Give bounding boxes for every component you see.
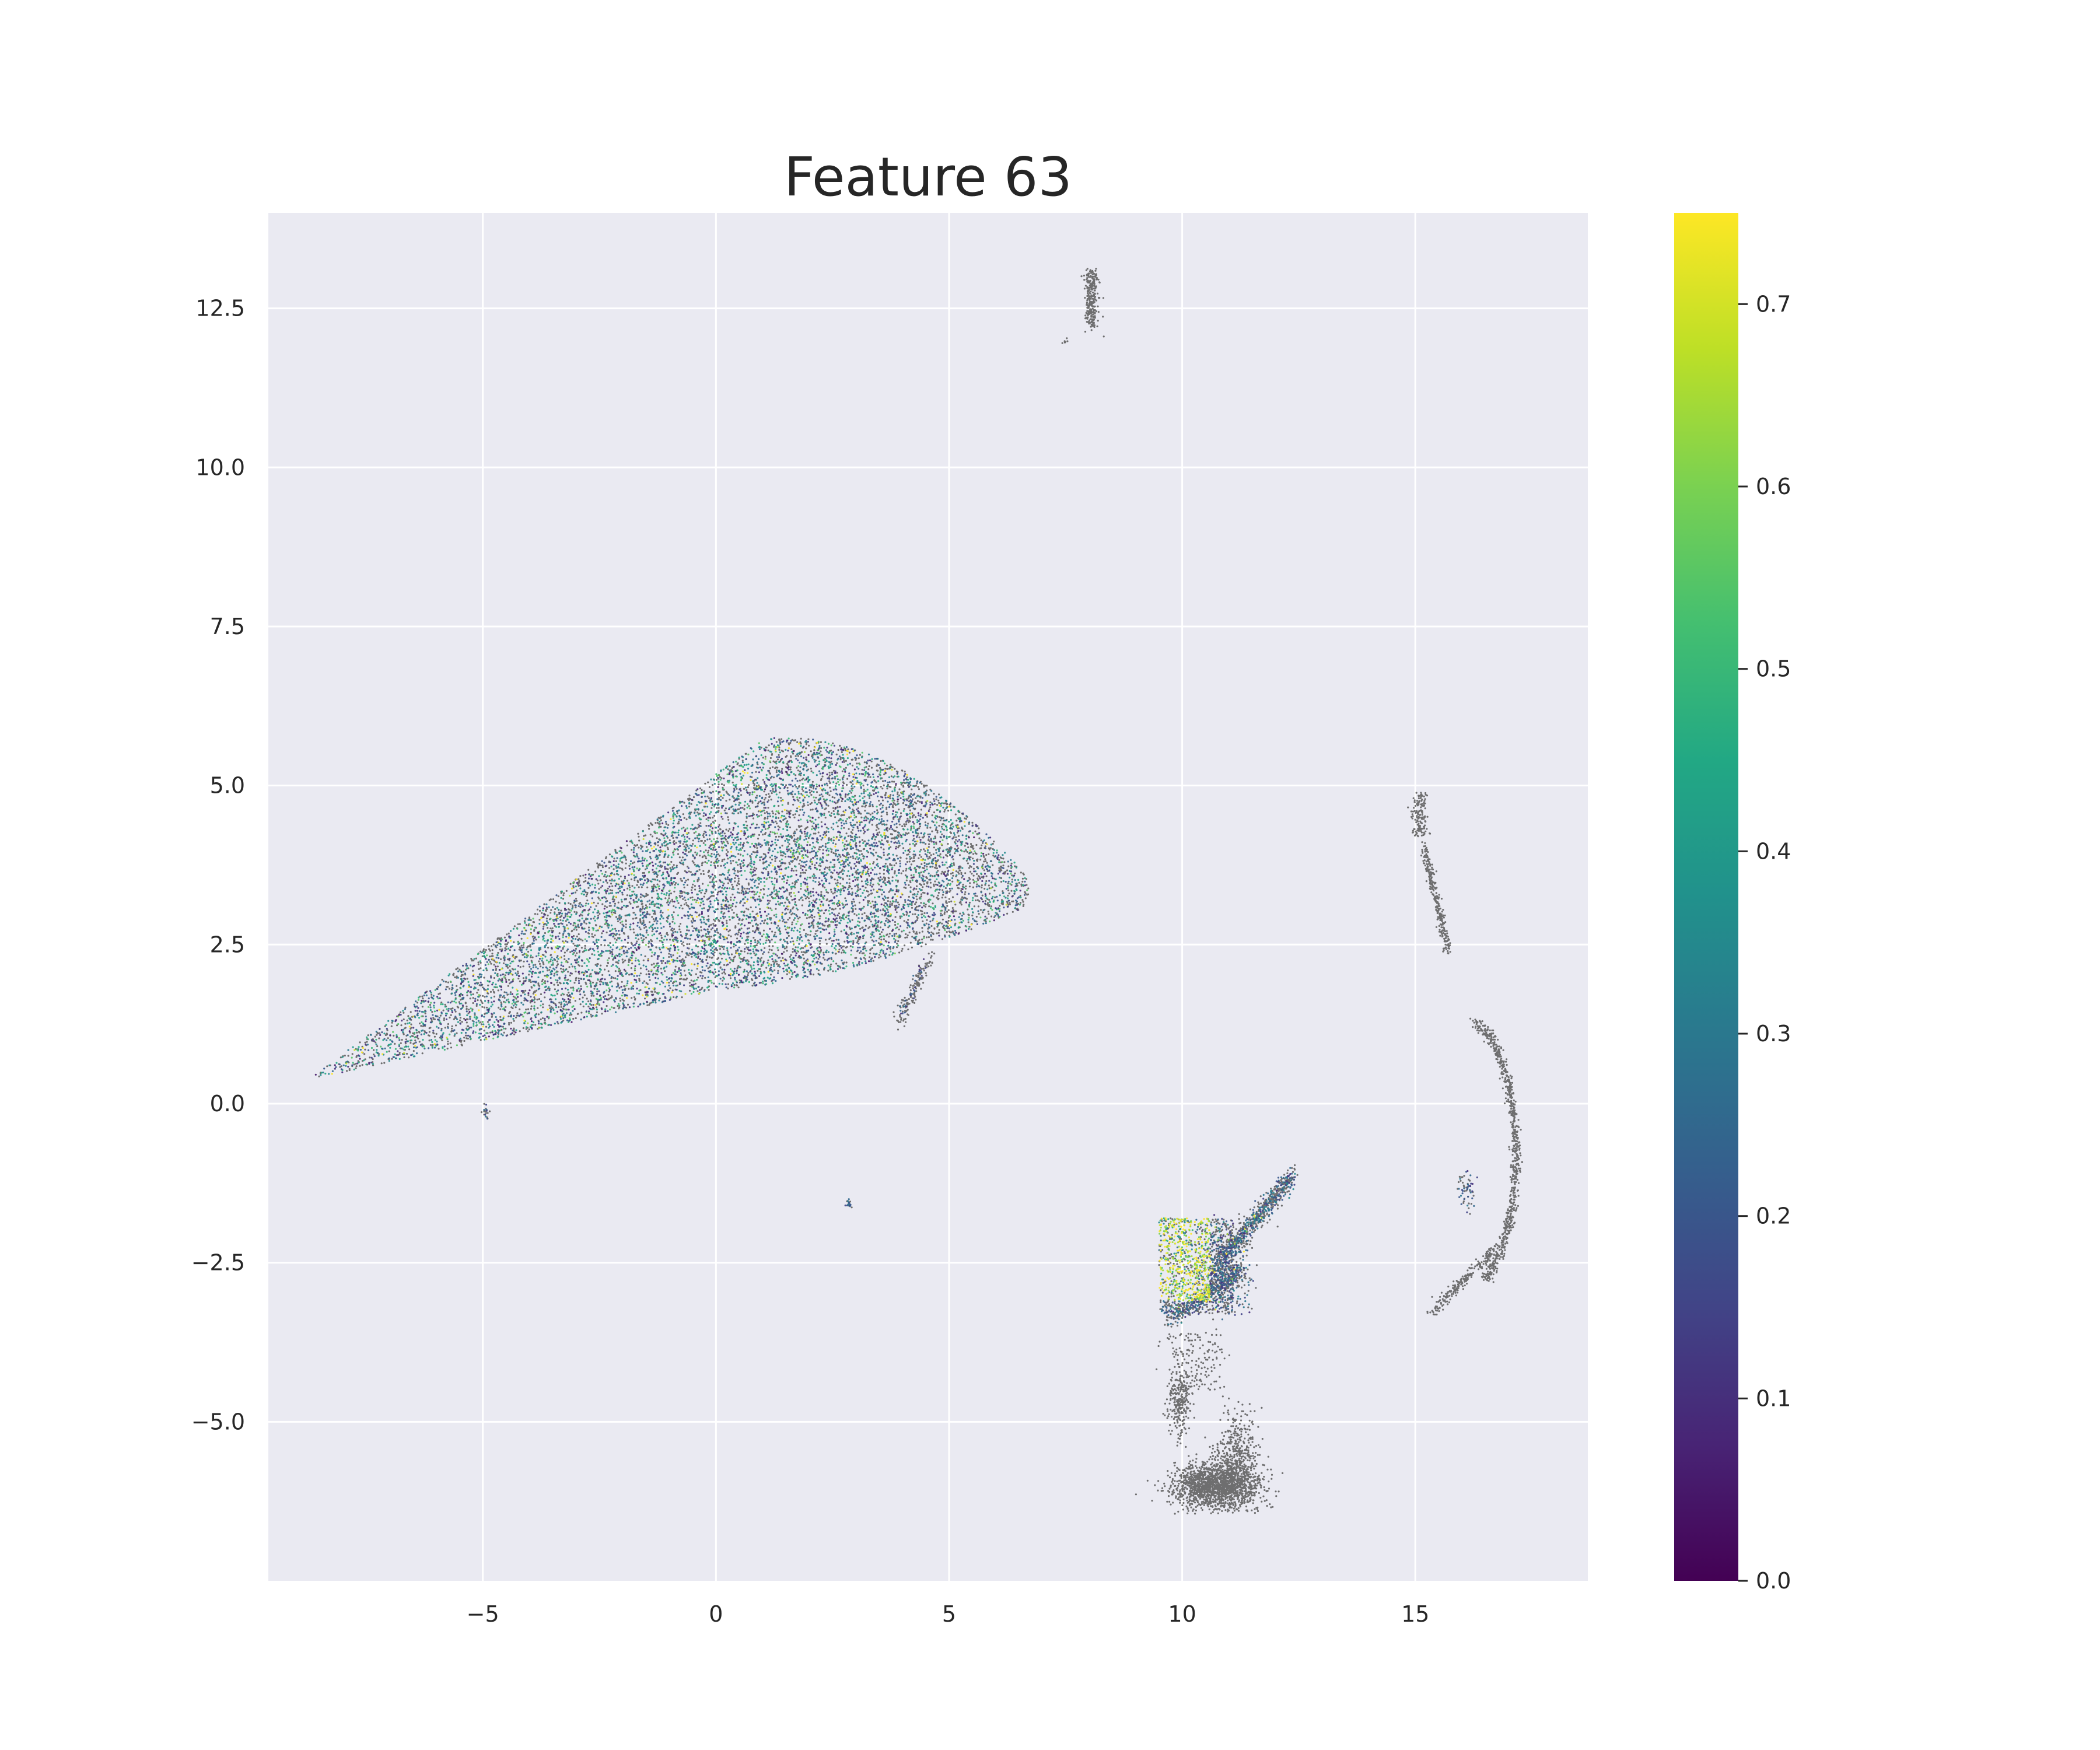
colorbar-tick-label: 0.4 — [1756, 838, 1791, 864]
y-tick-label: −5.0 — [191, 1409, 245, 1434]
colorbar-tick-label: 0.2 — [1756, 1203, 1791, 1229]
colorbar — [1674, 213, 1738, 1581]
colorbar-tick-label: 0.6 — [1756, 474, 1791, 499]
gridlines — [268, 213, 1588, 1581]
plot-area — [268, 213, 1588, 1581]
y-tick-label: 12.5 — [195, 296, 245, 321]
y-axis-ticks: −5.0 −2.5 0.0 2.5 5.0 7.5 10.0 12.5 — [191, 296, 245, 1435]
scatter-points — [314, 268, 1524, 1515]
scatter-point-group — [314, 749, 995, 1076]
scatter-point-group — [397, 758, 1248, 1303]
chart-title: Feature 63 — [784, 146, 1072, 208]
y-tick-label: 0.0 — [210, 1091, 245, 1116]
x-axis-ticks: −5 0 5 10 15 — [467, 1601, 1430, 1627]
colorbar-tick-label: 0.3 — [1756, 1021, 1791, 1046]
colorbar-tick-label: 0.5 — [1756, 656, 1791, 682]
y-tick-label: 2.5 — [210, 932, 245, 957]
scatter-point-group — [525, 751, 1263, 1308]
y-tick-label: −2.5 — [191, 1250, 245, 1276]
x-tick-label: 10 — [1168, 1601, 1196, 1627]
scatter-point-group — [320, 738, 1296, 1324]
y-tick-label: 5.0 — [210, 773, 245, 799]
scatter-point-group — [341, 744, 1209, 1297]
x-tick-label: −5 — [467, 1601, 499, 1627]
scatter-point-group — [340, 739, 1478, 1320]
x-tick-label: 15 — [1401, 1601, 1429, 1627]
scatter-point-group — [345, 746, 1246, 1301]
colorbar-tick-label: 0.7 — [1756, 291, 1791, 317]
colorbar-tick-label: 0.0 — [1756, 1568, 1791, 1594]
colorbar-ticks: 0.0 0.1 0.2 0.3 0.4 0.5 0.6 0.7 — [1738, 291, 1791, 1594]
x-tick-label: 0 — [709, 1601, 723, 1627]
y-tick-label: 7.5 — [210, 614, 245, 639]
x-tick-label: 5 — [942, 1601, 956, 1627]
y-tick-label: 10.0 — [195, 454, 245, 480]
colorbar-tick-label: 0.1 — [1756, 1385, 1791, 1411]
scatter-point-group — [323, 738, 1474, 1319]
